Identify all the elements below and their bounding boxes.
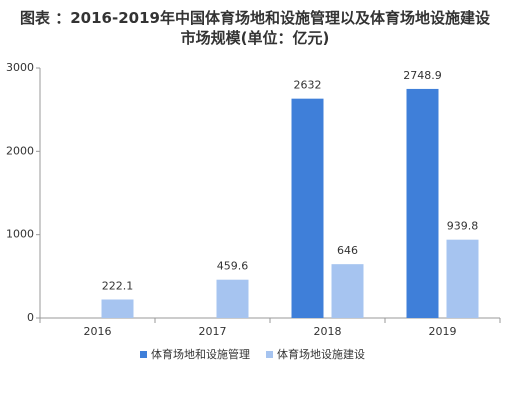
bar: [406, 88, 439, 318]
x-tick-label: 2019: [429, 325, 457, 338]
chart-title: 图表 ：2016-2019年中国体育场地和设施管理以及体育场地设施建设市场规模(…: [20, 9, 490, 47]
y-tick-label: 1000: [6, 228, 34, 241]
x-tick-label: 2016: [84, 325, 112, 338]
bar: [216, 279, 249, 318]
data-label: 646: [337, 244, 358, 257]
y-tick-label: 3000: [6, 61, 34, 74]
legend-swatch: [140, 351, 147, 358]
bar: [291, 98, 324, 319]
data-label: 459.6: [217, 260, 249, 273]
data-label: 2632: [294, 79, 322, 92]
x-tick-label: 2018: [314, 325, 342, 338]
y-tick-label: 2000: [6, 144, 34, 157]
data-label: 2748.9: [403, 69, 442, 82]
legend-swatch: [266, 351, 273, 358]
data-label: 939.8: [447, 220, 479, 233]
x-tick-label: 2017: [199, 325, 227, 338]
y-tick-label: 0: [27, 311, 34, 324]
legend-label: 体育场地和设施管理: [151, 347, 250, 361]
legend-label: 体育场地设施建设: [277, 347, 365, 361]
bar: [446, 239, 479, 318]
bar: [101, 299, 134, 318]
bar: [331, 264, 364, 318]
data-label: 222.1: [102, 279, 134, 292]
